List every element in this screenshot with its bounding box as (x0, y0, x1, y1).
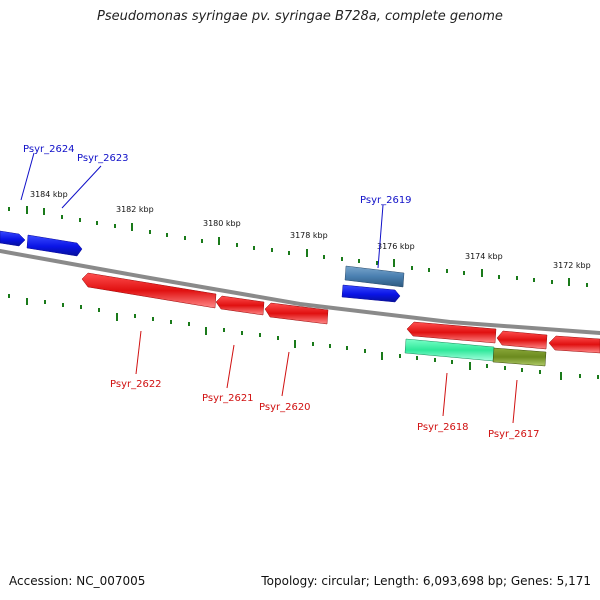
lower-tick-row (8, 294, 599, 380)
scale-label: 3172 kbp (553, 261, 591, 270)
forward-strand-genes (0, 230, 405, 303)
label-leaders (20, 152, 518, 424)
gene-arrow-psyr-2623[interactable] (26, 234, 83, 257)
leader-line (61, 165, 102, 209)
leader-line (442, 372, 448, 417)
gene-label-psyr-2623[interactable]: Psyr_2623 (77, 153, 129, 164)
gene-label-psyr-2619[interactable]: Psyr_2619 (360, 195, 412, 206)
scale-label: 3180 kbp (203, 219, 241, 228)
accession-text: Accession: NC_007005 (9, 574, 146, 588)
scale-labels: 3184 kbp 3182 kbp 3180 kbp 3178 kbp 3176… (30, 190, 591, 270)
scale-label: 3184 kbp (30, 190, 68, 199)
scale-label: 3176 kbp (377, 242, 415, 251)
gene-arrow-psyr-2621[interactable] (215, 295, 265, 316)
scale-label: 3174 kbp (465, 252, 503, 261)
scale-label: 3182 kbp (116, 205, 154, 214)
gene-arrow-psyr-2617[interactable] (496, 330, 548, 350)
page-title: Pseudomonas syringae pv. syringae B728a,… (97, 9, 503, 24)
gene-label-psyr-2624[interactable]: Psyr_2624 (23, 144, 75, 155)
gene-label-psyr-2622[interactable]: Psyr_2622 (110, 379, 162, 390)
scale-label: 3178 kbp (290, 231, 328, 240)
reverse-strand-genes (81, 272, 600, 367)
gene-label-psyr-2618[interactable]: Psyr_2618 (417, 422, 469, 433)
leader-line (377, 204, 384, 269)
gene-arrow-psyr-2620[interactable] (264, 302, 329, 325)
genome-summary-text: Topology: circular; Length: 6,093,698 bp… (261, 574, 591, 588)
leader-line (512, 379, 518, 424)
gene-label-psyr-2620[interactable]: Psyr_2620 (259, 402, 311, 413)
gene-block-psyr-2617-highlight[interactable] (492, 347, 547, 367)
gene-arrow-psyr-2619[interactable] (341, 284, 401, 303)
gene-label-psyr-2617[interactable]: Psyr_2617 (488, 429, 540, 440)
leader-line (20, 152, 35, 201)
gene-label-psyr-2621[interactable]: Psyr_2621 (202, 393, 254, 404)
gene-arrow-psyr-2622[interactable] (81, 272, 217, 309)
genome-backbone (0, 249, 600, 335)
gene-arrow-psyr-2618[interactable] (406, 321, 497, 344)
leader-line (135, 330, 142, 375)
upper-tick-row (8, 206, 588, 287)
leader-line (226, 344, 235, 389)
gene-block-psyr-2619-highlight[interactable] (344, 265, 405, 288)
gene-labels: Psyr_2624 Psyr_2623 Psyr_2619 Psyr_2622 … (23, 144, 540, 440)
gene-block-psyr-2618-highlight[interactable] (404, 338, 495, 362)
leader-line (281, 351, 290, 397)
gene-arrow-offscreen[interactable] (548, 335, 600, 354)
gene-arrow-psyr-2624[interactable] (0, 230, 26, 247)
